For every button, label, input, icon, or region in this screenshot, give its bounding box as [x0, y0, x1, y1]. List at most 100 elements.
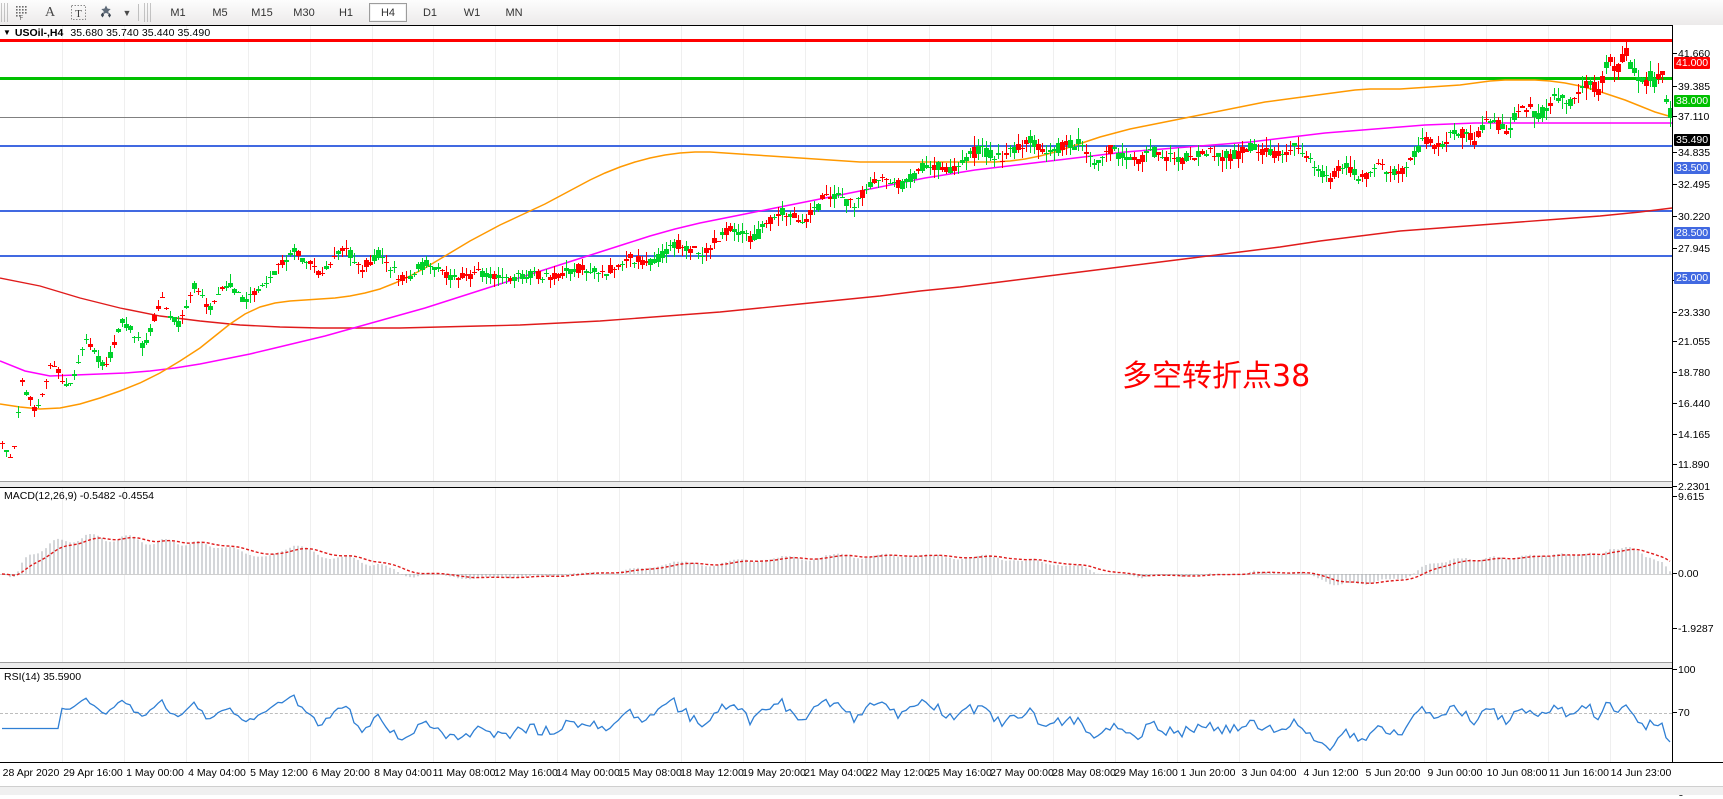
candle-body[interactable]: [452, 274, 457, 277]
candle-body[interactable]: [92, 350, 97, 353]
candle-body[interactable]: [76, 361, 81, 363]
candle-body[interactable]: [624, 259, 629, 261]
candle-body[interactable]: [12, 446, 17, 448]
candle-body[interactable]: [1364, 172, 1369, 180]
candle-body[interactable]: [864, 188, 869, 190]
candle-body[interactable]: [968, 151, 973, 154]
candle-body[interactable]: [492, 273, 497, 280]
candle-body[interactable]: [1412, 151, 1417, 158]
candle-body[interactable]: [952, 165, 957, 172]
candle-body[interactable]: [36, 404, 41, 407]
candle-body[interactable]: [252, 291, 257, 296]
candle-body[interactable]: [1280, 154, 1285, 156]
candle-body[interactable]: [1368, 172, 1373, 174]
candle-body[interactable]: [824, 194, 829, 196]
candle-body[interactable]: [1092, 162, 1097, 166]
candle-body[interactable]: [676, 240, 681, 249]
candle-body[interactable]: [496, 275, 501, 279]
price-level-label[interactable]: 33.500: [1674, 162, 1711, 174]
candle-body[interactable]: [360, 269, 365, 273]
candle-body[interactable]: [1392, 168, 1397, 176]
candle-body[interactable]: [1336, 166, 1341, 172]
candle-body[interactable]: [1060, 142, 1065, 151]
candle-body[interactable]: [276, 263, 281, 266]
candle-body[interactable]: [1456, 134, 1461, 136]
candle-body[interactable]: [1536, 113, 1541, 119]
candle-body[interactable]: [188, 295, 193, 297]
candle-body[interactable]: [1128, 157, 1133, 160]
candle-body[interactable]: [748, 235, 753, 242]
candle-body[interactable]: [320, 272, 325, 274]
candle-body[interactable]: [84, 338, 89, 340]
candle-body[interactable]: [856, 198, 861, 200]
candle-body[interactable]: [976, 145, 981, 154]
candle-body[interactable]: [1040, 149, 1045, 152]
candle-body[interactable]: [556, 273, 561, 278]
candle-body[interactable]: [1044, 152, 1049, 154]
candle-body[interactable]: [1172, 157, 1177, 160]
candle-body[interactable]: [944, 166, 949, 172]
candle-body[interactable]: [300, 257, 305, 262]
candle-body[interactable]: [732, 229, 737, 233]
candle-body[interactable]: [860, 189, 865, 199]
candle-body[interactable]: [24, 391, 29, 395]
candle-body[interactable]: [916, 169, 921, 172]
candle-body[interactable]: [328, 263, 333, 266]
candle-body[interactable]: [144, 339, 149, 344]
candle-body[interactable]: [1360, 173, 1365, 177]
candle-body[interactable]: [316, 270, 321, 275]
candle-body[interactable]: [56, 368, 61, 373]
candle-body[interactable]: [340, 248, 345, 251]
candle-body[interactable]: [644, 261, 649, 264]
candle-body[interactable]: [948, 166, 953, 174]
candle-body[interactable]: [832, 194, 837, 200]
candle-body[interactable]: [432, 267, 437, 270]
candle-body[interactable]: [1548, 103, 1553, 106]
candle-body[interactable]: [1408, 158, 1413, 160]
candle-body[interactable]: [160, 296, 165, 298]
candle-body[interactable]: [140, 342, 145, 349]
candle-body[interactable]: [244, 298, 249, 303]
candle-body[interactable]: [736, 232, 741, 235]
candle-body[interactable]: [780, 208, 785, 216]
candle-body[interactable]: [592, 268, 597, 272]
candle-body[interactable]: [700, 255, 705, 257]
candle-body[interactable]: [364, 259, 369, 267]
candle-body[interactable]: [716, 241, 721, 243]
candle-body[interactable]: [628, 254, 633, 258]
candle-body[interactable]: [572, 269, 577, 272]
candle-body[interactable]: [1056, 143, 1061, 154]
candle-body[interactable]: [636, 255, 641, 262]
candle-body[interactable]: [956, 166, 961, 167]
candle-body[interactable]: [892, 182, 897, 184]
candle-body[interactable]: [724, 228, 729, 236]
candle-body[interactable]: [1016, 144, 1021, 150]
candle-body[interactable]: [972, 146, 977, 158]
candle-body[interactable]: [524, 277, 529, 279]
candle-body[interactable]: [484, 273, 489, 278]
candle-body[interactable]: [672, 241, 677, 248]
candle-body[interactable]: [1476, 130, 1481, 138]
price-level-label[interactable]: 38.000: [1674, 95, 1711, 107]
candle-body[interactable]: [924, 165, 929, 168]
candle-body[interactable]: [992, 158, 997, 160]
candle-body[interactable]: [1288, 149, 1293, 152]
candle-body[interactable]: [908, 173, 913, 182]
candle-body[interactable]: [1184, 153, 1189, 162]
candle-body[interactable]: [356, 263, 361, 265]
price-scale-axis[interactable]: 41.660 39.385 37.110 34.835 32.495 30.220 27.9…: [1672, 25, 1723, 799]
candle-body[interactable]: [1260, 149, 1265, 156]
candle-body[interactable]: [1356, 179, 1361, 181]
candle-body[interactable]: [368, 262, 373, 266]
text-label-icon[interactable]: T: [64, 1, 92, 24]
candle-body[interactable]: [1048, 150, 1053, 153]
candle-body[interactable]: [616, 265, 621, 268]
candle-body[interactable]: [1052, 148, 1057, 152]
candle-body[interactable]: [156, 306, 161, 309]
candle-body[interactable]: [224, 286, 229, 288]
candle-body[interactable]: [444, 272, 449, 279]
candle-body[interactable]: [708, 248, 713, 251]
candle-body[interactable]: [424, 260, 429, 267]
candle-body[interactable]: [1564, 103, 1569, 105]
text-font-icon[interactable]: A: [44, 4, 56, 20]
